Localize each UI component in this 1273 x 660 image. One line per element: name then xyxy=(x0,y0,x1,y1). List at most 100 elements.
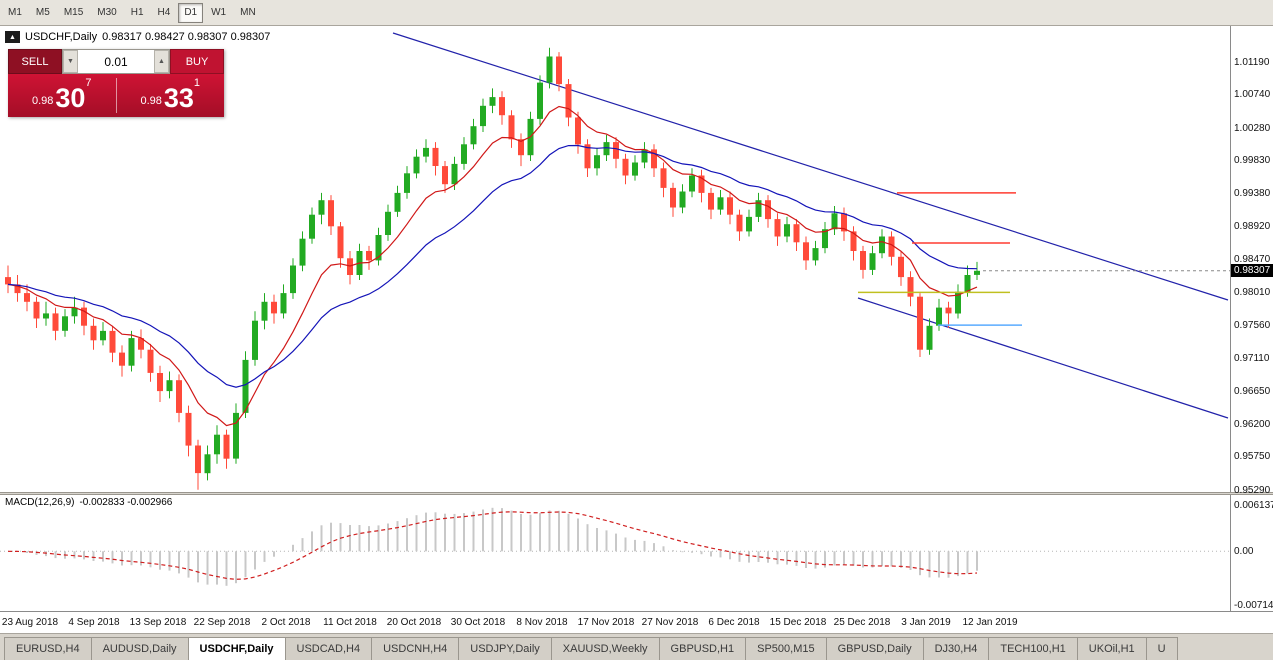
sell-price-pipette: 7 xyxy=(85,77,92,89)
macd-panel: MACD(12,26,9) -0.002833 -0.002966 0.0061… xyxy=(0,495,1273,611)
sell-button[interactable]: SELL xyxy=(8,49,62,74)
buy-price-big-digits: 33 xyxy=(163,83,194,114)
chart-tabs-bar: EURUSD,H4 AUDUSD,Daily USDCHF,Daily USDCAD,… xyxy=(0,633,1273,660)
trendlines xyxy=(392,32,1229,419)
chart-tab-usdcad-h4[interactable]: USDCAD,H4 xyxy=(284,637,373,660)
chart-tab-gbpusd-h1[interactable]: GBPUSD,H1 xyxy=(658,637,747,660)
date-tick-label: 15 Dec 2018 xyxy=(769,617,827,628)
chart-tab-xauusd-weekly[interactable]: XAUUSD,Weekly xyxy=(550,637,660,660)
price-tick-label: 0.95750 xyxy=(1234,451,1271,463)
price-tick-label: 0.95290 xyxy=(1234,484,1271,496)
timeframe-button-m5[interactable]: M5 xyxy=(30,3,56,23)
volume-increase-button[interactable]: ▲ xyxy=(154,50,169,73)
macd-plot[interactable]: MACD(12,26,9) -0.002833 -0.002966 xyxy=(0,495,1230,611)
timeframe-button-m30[interactable]: M30 xyxy=(91,3,122,23)
price-chart-canvas xyxy=(5,32,1230,490)
price-tick-label: 1.00740 xyxy=(1234,89,1271,101)
chart-tab-usdjpy-daily[interactable]: USDJPY,Daily xyxy=(458,637,552,660)
date-tick-label: 17 Nov 2018 xyxy=(577,617,635,628)
timeframe-button-d1[interactable]: D1 xyxy=(178,2,204,23)
date-tick-label: 4 Sep 2018 xyxy=(68,617,120,628)
macd-tick-label: 0.006137 xyxy=(1234,500,1273,512)
date-tick-label: 3 Jan 2019 xyxy=(901,617,951,628)
current-price-badge: 0.98307 xyxy=(1231,263,1273,277)
price-tick-label: 1.01190 xyxy=(1234,56,1270,68)
timeframe-button-m1[interactable]: M1 xyxy=(2,3,28,23)
date-axis[interactable]: 23 Aug 2018 4 Sep 2018 13 Sep 2018 22 Sep 2… xyxy=(0,611,1273,633)
collapse-icon[interactable]: ▲ xyxy=(5,31,20,43)
chevron-up-icon: ▲ xyxy=(158,58,165,65)
price-tick-label: 1.00280 xyxy=(1234,122,1271,134)
date-tick-label: 22 Sep 2018 xyxy=(193,617,251,628)
sell-price-display[interactable]: 0.98 30 7 xyxy=(8,74,116,117)
price-tick-label: 0.96650 xyxy=(1234,386,1271,398)
price-axis[interactable]: 1.01190 1.00740 1.00280 0.99830 0.99380 0.989… xyxy=(1230,26,1273,496)
price-tick-label: 0.97110 xyxy=(1234,352,1270,364)
buy-price-prefix: 0.98 xyxy=(140,95,162,107)
macd-signal-line xyxy=(7,511,978,580)
chart-tab-audusd-daily[interactable]: AUDUSD,Daily xyxy=(90,637,189,660)
date-tick-label: 25 Dec 2018 xyxy=(833,617,891,628)
buy-price-display[interactable]: 0.98 33 1 xyxy=(117,74,225,117)
date-tick-label: 30 Oct 2018 xyxy=(450,617,506,628)
timeframe-button-h1[interactable]: H1 xyxy=(125,3,150,23)
date-tick-label: 8 Nov 2018 xyxy=(516,617,568,628)
chart-tab-tech100-h1[interactable]: TECH100,H1 xyxy=(988,637,1078,660)
chart-header: ▲ USDCHF,Daily 0.98317 0.98427 0.98307 0… xyxy=(5,31,270,43)
chevron-down-icon: ▼ xyxy=(67,58,74,65)
chart-ohlc-values: 0.98317 0.98427 0.98307 0.98307 xyxy=(102,31,271,43)
macd-canvas xyxy=(0,507,1230,586)
macd-histogram xyxy=(16,507,978,586)
timeframe-button-w1[interactable]: W1 xyxy=(205,3,232,23)
date-tick-label: 6 Dec 2018 xyxy=(708,617,760,628)
macd-tick-label: 0.00 xyxy=(1234,546,1254,558)
macd-name: MACD(12,26,9) xyxy=(5,497,75,508)
sell-price-big-digits: 30 xyxy=(55,83,86,114)
price-tick-label: 0.98010 xyxy=(1234,287,1271,299)
date-tick-label: 23 Aug 2018 xyxy=(1,617,59,628)
horizontal-level-lines xyxy=(858,192,1230,326)
chart-tab-u[interactable]: U xyxy=(1145,637,1178,660)
timeframe-button-m15[interactable]: M15 xyxy=(58,3,89,23)
chart-tab-dj30-h4[interactable]: DJ30,H4 xyxy=(922,637,990,660)
volume-decrease-button[interactable]: ▼ xyxy=(63,50,78,73)
volume-control: ▼ ▲ xyxy=(62,49,170,74)
chart-tab-eurusd-h4[interactable]: EURUSD,H4 xyxy=(4,637,92,660)
macd-indicator-label: MACD(12,26,9) -0.002833 -0.002966 xyxy=(5,497,173,508)
price-divider xyxy=(115,78,117,113)
sell-price-prefix: 0.98 xyxy=(31,95,54,107)
chart-tab-gbpusd-daily[interactable]: GBPUSD,Daily xyxy=(825,637,924,660)
timeframe-button-mn[interactable]: MN xyxy=(234,3,262,23)
moving-average-lines xyxy=(7,105,978,427)
chart-symbol-label: USDCHF,Daily xyxy=(25,31,98,43)
price-tick-label: 0.96200 xyxy=(1234,418,1271,430)
price-tick-label: 0.99380 xyxy=(1234,187,1271,199)
price-tick-label: 0.99830 xyxy=(1234,155,1271,167)
date-tick-label: 12 Jan 2019 xyxy=(962,617,1018,628)
chart-tab-ukoil-h1[interactable]: UKOil,H1 xyxy=(1076,637,1147,660)
date-tick-label: 11 Oct 2018 xyxy=(323,617,377,628)
buy-price-pipette: 1 xyxy=(193,77,201,89)
price-chart-plot[interactable]: ▲ USDCHF,Daily 0.98317 0.98427 0.98307 0… xyxy=(0,26,1230,492)
volume-input[interactable] xyxy=(78,50,154,73)
date-tick-label: 2 Oct 2018 xyxy=(261,617,311,628)
main-chart-area: ▲ USDCHF,Daily 0.98317 0.98427 0.98307 0… xyxy=(0,26,1273,496)
buy-button[interactable]: BUY xyxy=(170,49,224,74)
price-tick-label: 0.98920 xyxy=(1234,221,1271,233)
panel-splitter[interactable] xyxy=(0,492,1273,495)
date-tick-label: 27 Nov 2018 xyxy=(641,617,699,628)
chart-tab-sp500-m15[interactable]: SP500,M15 xyxy=(745,637,827,660)
timeframe-toolbar: M1 M5 M15 M30 H1 H4 D1 W1 MN xyxy=(0,0,1273,26)
date-tick-label: 20 Oct 2018 xyxy=(386,617,442,628)
timeframe-button-h4[interactable]: H4 xyxy=(152,3,177,23)
price-tick-label: 0.98470 xyxy=(1234,254,1271,265)
candles xyxy=(5,47,980,490)
price-tick-label: 0.97560 xyxy=(1234,320,1271,332)
chart-tab-usdchf-daily[interactable]: USDCHF,Daily xyxy=(187,637,286,660)
macd-values: -0.002833 -0.002966 xyxy=(79,497,173,508)
date-tick-label: 13 Sep 2018 xyxy=(129,617,187,628)
chart-tab-usdcnh-h4[interactable]: USDCNH,H4 xyxy=(371,637,460,660)
